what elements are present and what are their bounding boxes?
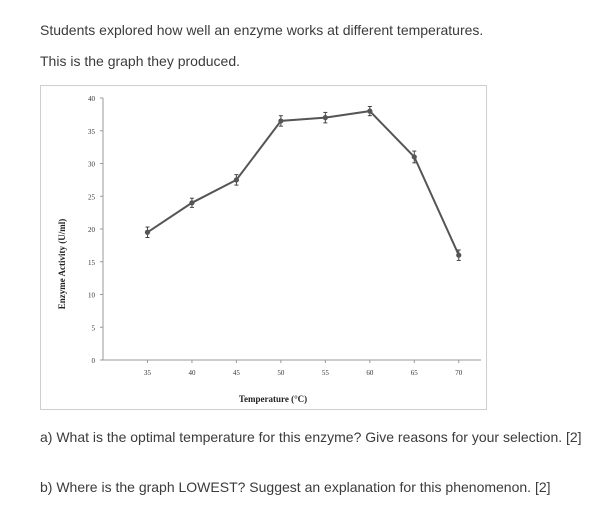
intro-text-line1: Students explored how well an enzyme wor… <box>40 22 484 38</box>
data-point <box>278 118 284 124</box>
y-axis-label: Enzyme Activity (U/ml) <box>57 219 67 309</box>
x-tick-label: 35 <box>144 369 152 377</box>
y-tick-label: 0 <box>92 357 96 365</box>
data-point <box>411 154 417 160</box>
y-tick-label: 5 <box>92 324 96 332</box>
graph-figure: 0 5 10 15 20 25 30 35 40 35 40 45 50 55 60 65 70 Enzyme … <box>40 85 487 410</box>
y-tick-label: 40 <box>88 95 96 103</box>
x-tick-label: 55 <box>322 369 330 377</box>
question-a: a) What is the optimal temperature for t… <box>40 429 582 445</box>
x-tick-label: 70 <box>455 369 463 377</box>
x-axis-label: Temperature (°C) <box>239 394 307 404</box>
question-b: b) Where is the graph LOWEST? Suggest an… <box>40 479 551 495</box>
data-point <box>367 108 373 114</box>
y-tick-label: 10 <box>88 292 96 300</box>
x-tick-label: 45 <box>233 369 241 377</box>
data-point <box>144 229 151 235</box>
y-tick-label: 20 <box>88 226 96 234</box>
data-point <box>233 177 240 183</box>
data-point <box>322 115 328 121</box>
data-series-line <box>146 110 460 256</box>
intro-text-line2: This is the graph they produced. <box>40 53 241 69</box>
x-tick-label: 65 <box>411 369 419 377</box>
data-point <box>456 252 462 258</box>
x-tick-label: 40 <box>188 369 196 377</box>
x-tick-label: 50 <box>277 369 285 377</box>
y-tick-label: 30 <box>88 161 96 169</box>
data-point <box>189 200 195 206</box>
y-tick-label: 25 <box>88 193 96 201</box>
x-tick-label: 60 <box>366 369 374 377</box>
y-tick-label: 35 <box>88 128 96 136</box>
enzyme-activity-chart: 0 5 10 15 20 25 30 35 40 35 40 45 50 55 60 65 70 Enzyme … <box>57 95 481 404</box>
y-tick-label: 15 <box>88 259 96 267</box>
